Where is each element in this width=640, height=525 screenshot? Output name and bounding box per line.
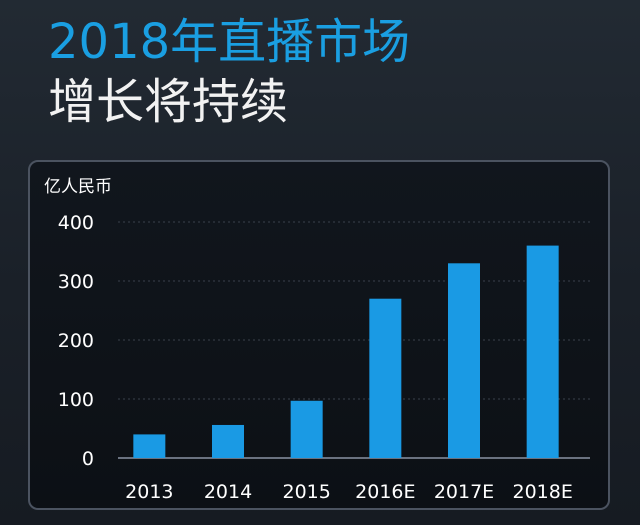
y-tick-label: 0: [82, 448, 94, 470]
x-tick-label: 2016E: [355, 481, 415, 503]
bar: [133, 434, 166, 458]
y-tick-label: 200: [58, 330, 94, 352]
bar-chart: 0 100 200 300 400 2013 2014 2015 2016E 2017E 2018E: [58, 212, 590, 503]
bar: [212, 424, 244, 458]
x-tick-label: 2013: [125, 481, 173, 503]
bar: [448, 263, 480, 458]
y-tick-label: 400: [58, 212, 94, 234]
y-tick-label: 100: [58, 389, 94, 411]
chart-title: 2018年直播市场: [48, 14, 411, 70]
bar: [369, 298, 402, 458]
x-tick-label: 2017E: [434, 481, 494, 503]
chart-subtitle: 增长将持续: [48, 74, 289, 130]
x-tick-label: 2015: [282, 481, 330, 503]
bar: [526, 245, 559, 458]
y-tick-label: 300: [58, 271, 94, 293]
y-axis-label: 亿人民币: [44, 177, 112, 197]
chart-panel: 亿人民币 0 100 200 300 400 2013 2014 2015 2016E 2017E…: [28, 160, 610, 510]
x-tick-label: 2018E: [512, 481, 572, 503]
x-tick-label: 2014: [204, 481, 252, 503]
bar: [290, 400, 323, 458]
